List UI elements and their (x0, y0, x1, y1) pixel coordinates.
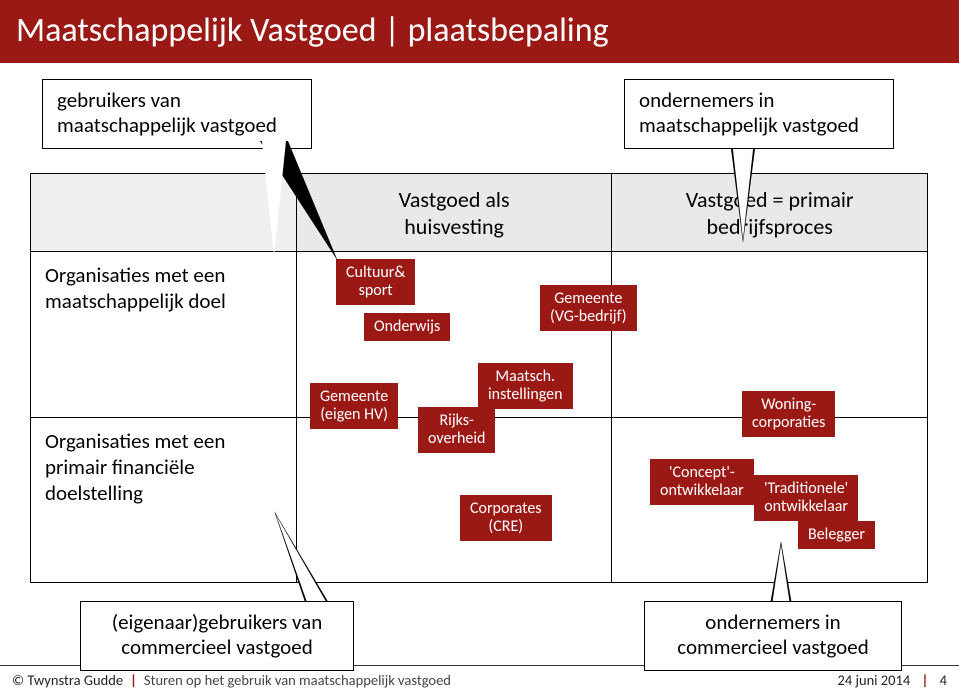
tag-belegger: Belegger (798, 521, 875, 549)
footer-separator-2-icon: | (921, 671, 928, 689)
col-header-2: Vastgoed = primair bedrijfsproces (612, 174, 928, 252)
footer-separator-icon: | (130, 671, 137, 689)
tag-gemeente-hv: Gemeente (eigen HV) (310, 383, 398, 429)
grid-corner (31, 174, 297, 252)
tag-corporates: Corporates (CRE) (460, 495, 552, 541)
slide-title: Maatschappelijk Vastgoed | plaatsbepalin… (0, 0, 959, 63)
footer-subtitle: Sturen op het gebruik van maatschappelij… (144, 671, 451, 689)
footer-date: 24 juni 2014 (838, 671, 911, 689)
callout-bottom-left: (eigenaar)gebruikers van commercieel vas… (80, 601, 354, 671)
row-header-1: Organisaties met een maatschappelijk doe… (31, 252, 297, 418)
callout-top-right: ondernemers in maatschappelijk vastgoed (624, 79, 894, 149)
tag-maatsch-inst: Maatsch. instellingen (478, 363, 573, 409)
callout-top-left: gebruikers van maatschappelijk vastgoed (42, 79, 312, 149)
callout-bottom-right-tail-fill (772, 545, 790, 605)
col-header-1: Vastgoed als huisvesting (296, 174, 612, 252)
tag-woningcorp: Woning- corporaties (742, 391, 835, 437)
tag-onderwijs: Onderwijs (364, 313, 450, 341)
tag-rijksoverheid: Rijks- overheid (418, 407, 495, 453)
row-header-2: Organisaties met een primair financiële … (31, 417, 297, 583)
footer-page: 4 (940, 671, 947, 689)
footer-copyright: © Twynstra Gudde (12, 671, 123, 689)
callout-bottom-right: ondernemers in commercieel vastgoed (644, 601, 902, 671)
tag-cultuur-sport: Cultuur& sport (336, 259, 415, 305)
callout-top-right-tail-fill (732, 141, 754, 239)
tag-trad-ontw: 'Traditionele' ontwikkelaar (754, 475, 858, 521)
diagram-stage: Vastgoed als huisvesting Vastgoed = prim… (0, 63, 959, 623)
tag-gemeente-vg: Gemeente (VG-bedrijf) (540, 285, 637, 331)
tag-concept-ontw: 'Concept'- ontwikkelaar (650, 459, 754, 505)
callout-top-left-tail-fill (262, 141, 286, 257)
